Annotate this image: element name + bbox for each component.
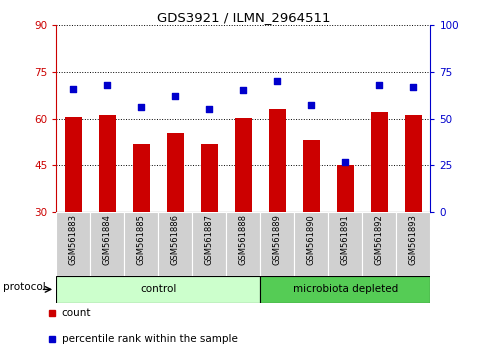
FancyBboxPatch shape: [260, 212, 294, 276]
Point: [205, 106, 213, 112]
FancyBboxPatch shape: [327, 212, 362, 276]
Text: GSM561884: GSM561884: [102, 214, 112, 265]
Title: GDS3921 / ILMN_2964511: GDS3921 / ILMN_2964511: [156, 11, 329, 24]
Bar: [268, 109, 285, 212]
Text: percentile rank within the sample: percentile rank within the sample: [61, 333, 237, 344]
Bar: [234, 118, 251, 212]
Text: GSM561887: GSM561887: [204, 214, 213, 265]
Text: GSM561885: GSM561885: [137, 214, 145, 265]
Point: [341, 159, 348, 165]
Text: control: control: [140, 284, 176, 295]
Bar: [64, 117, 81, 212]
Text: GSM561883: GSM561883: [69, 214, 78, 265]
Text: GSM561886: GSM561886: [170, 214, 180, 265]
Bar: [201, 144, 217, 212]
Point: [69, 86, 77, 91]
Point: [307, 103, 315, 108]
Point: [103, 82, 111, 88]
FancyBboxPatch shape: [124, 212, 158, 276]
FancyBboxPatch shape: [294, 212, 327, 276]
Bar: [370, 112, 387, 212]
FancyBboxPatch shape: [396, 212, 429, 276]
Text: protocol: protocol: [3, 282, 45, 292]
FancyBboxPatch shape: [158, 212, 192, 276]
FancyBboxPatch shape: [362, 212, 395, 276]
Text: count: count: [61, 308, 91, 318]
Point: [137, 104, 145, 110]
Bar: [166, 133, 183, 212]
FancyBboxPatch shape: [260, 276, 429, 303]
Text: microbiota depleted: microbiota depleted: [292, 284, 397, 295]
Text: GSM561891: GSM561891: [340, 214, 349, 265]
Text: GSM561893: GSM561893: [408, 214, 417, 265]
Bar: [132, 144, 149, 212]
FancyBboxPatch shape: [226, 212, 260, 276]
Text: GSM561890: GSM561890: [306, 214, 315, 265]
FancyBboxPatch shape: [90, 212, 124, 276]
Point: [171, 93, 179, 99]
Bar: [404, 115, 421, 212]
Text: GSM561889: GSM561889: [272, 214, 281, 265]
Point: [408, 84, 416, 90]
Text: GSM561888: GSM561888: [238, 214, 247, 265]
Bar: [336, 165, 353, 212]
Point: [239, 87, 246, 93]
FancyBboxPatch shape: [192, 212, 226, 276]
Point: [273, 78, 281, 84]
Bar: [302, 141, 319, 212]
Bar: [99, 115, 116, 212]
FancyBboxPatch shape: [56, 212, 90, 276]
Point: [375, 82, 383, 88]
Text: GSM561892: GSM561892: [374, 214, 383, 265]
FancyBboxPatch shape: [56, 276, 260, 303]
